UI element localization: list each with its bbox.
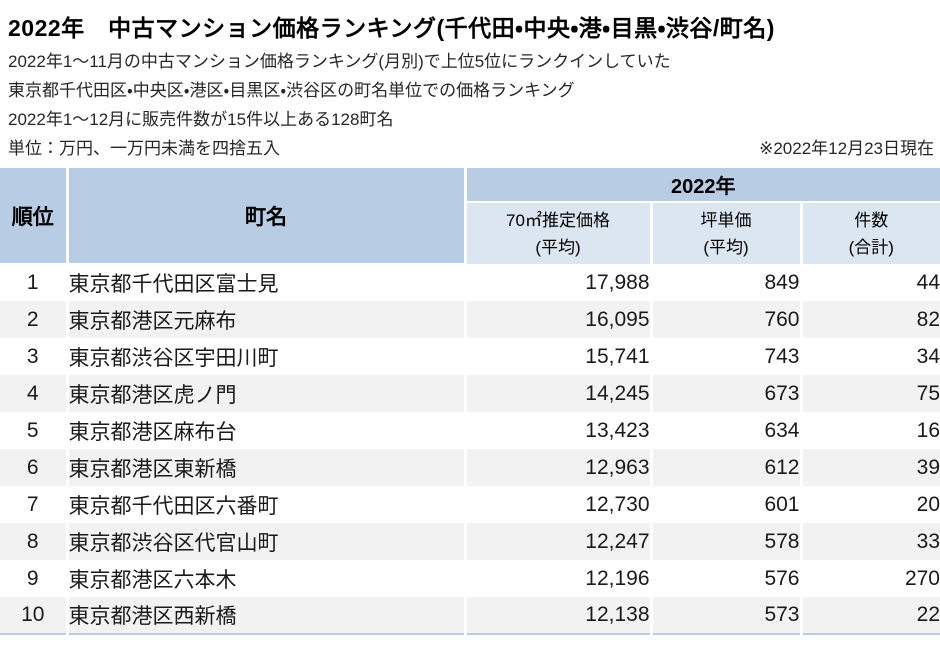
price-cell: 12,963 xyxy=(465,449,653,486)
table-row: 8 東京都渋谷区代官山町 12,247 578 33 xyxy=(0,523,940,560)
tsubo-cell: 634 xyxy=(651,412,803,449)
count-cell: 82 xyxy=(801,301,940,338)
column-header-tsubo-sub: (平均) xyxy=(703,237,749,257)
price-cell: 17,988 xyxy=(465,264,653,301)
header-row-sub: 70㎡推定価格 (平均) 坪単価 (平均) 件数 (合計) xyxy=(0,202,940,264)
town-cell: 東京都千代田区六番町 xyxy=(67,486,467,523)
town-cell: 東京都港区虎ノ門 xyxy=(67,375,467,412)
town-cell: 東京都渋谷区代官山町 xyxy=(67,523,467,560)
tsubo-cell: 573 xyxy=(651,597,803,634)
column-header-count-label: 件数 xyxy=(854,210,889,230)
price-cell: 12,138 xyxy=(465,597,653,634)
count-cell: 39 xyxy=(801,449,940,486)
rank-cell: 6 xyxy=(0,449,69,486)
column-header-rank: 順位 xyxy=(0,168,69,265)
rank-cell: 5 xyxy=(0,412,69,449)
table-body: 1 東京都千代田区富士見 17,988 849 44 2 東京都港区元麻布 16… xyxy=(0,264,940,634)
count-cell: 44 xyxy=(801,264,940,301)
description-line-1: 2022年1〜11月の中古マンション価格ランキング(月別)で上位5位にランクイン… xyxy=(8,52,671,71)
column-group-header-year: 2022年 xyxy=(465,168,940,203)
column-header-count: 件数 (合計) xyxy=(801,202,940,264)
price-cell: 14,245 xyxy=(465,375,653,412)
column-header-count-sub: (合計) xyxy=(848,237,894,257)
column-header-price-label: 70㎡推定価格 xyxy=(506,210,610,230)
count-cell: 20 xyxy=(801,486,940,523)
rank-cell: 8 xyxy=(0,523,69,560)
rank-cell: 7 xyxy=(0,486,69,523)
table-row: 7 東京都千代田区六番町 12,730 601 20 xyxy=(0,486,940,523)
tsubo-cell: 578 xyxy=(651,523,803,560)
rank-cell: 4 xyxy=(0,375,69,412)
table-row: 3 東京都渋谷区宇田川町 15,741 743 34 xyxy=(0,338,940,375)
table-row: 10 東京都港区西新橋 12,138 573 22 xyxy=(0,597,940,634)
column-header-price-sub: (平均) xyxy=(535,237,581,257)
town-cell: 東京都港区麻布台 xyxy=(67,412,467,449)
page-title: 2022年 中古マンション価格ランキング(千代田・中央・港・目黒・渋谷/町名) xyxy=(8,15,775,41)
table-row: 5 東京都港区麻布台 13,423 634 16 xyxy=(0,412,940,449)
tsubo-cell: 743 xyxy=(651,338,803,375)
count-cell: 34 xyxy=(801,338,940,375)
count-cell: 270 xyxy=(801,560,940,597)
tsubo-cell: 849 xyxy=(651,264,803,301)
tsubo-cell: 576 xyxy=(651,560,803,597)
table-header: 順位 町名 2022年 70㎡推定価格 (平均) 坪単価 (平均) 件数 (合計… xyxy=(0,168,940,265)
tsubo-cell: 612 xyxy=(651,449,803,486)
rank-cell: 10 xyxy=(0,597,69,634)
description-line-3: 2022年1〜12月に販売件数が15件以上ある128町名 xyxy=(8,110,394,129)
count-cell: 16 xyxy=(801,412,940,449)
ranking-table: 順位 町名 2022年 70㎡推定価格 (平均) 坪単価 (平均) 件数 (合計… xyxy=(0,168,940,635)
town-cell: 東京都港区西新橋 xyxy=(67,597,467,634)
column-header-tsubo-label: 坪単価 xyxy=(700,210,752,230)
table-row: 6 東京都港区東新橋 12,963 612 39 xyxy=(0,449,940,486)
table-row: 4 東京都港区虎ノ門 14,245 673 75 xyxy=(0,375,940,412)
count-cell: 75 xyxy=(801,375,940,412)
town-cell: 東京都港区東新橋 xyxy=(67,449,467,486)
count-cell: 33 xyxy=(801,523,940,560)
date-note: ※2022年12月23日現在 xyxy=(759,139,934,158)
rank-cell: 1 xyxy=(0,264,69,301)
town-cell: 東京都千代田区富士見 xyxy=(67,264,467,301)
price-cell: 12,247 xyxy=(465,523,653,560)
table-row: 9 東京都港区六本木 12,196 576 270 xyxy=(0,560,940,597)
tsubo-cell: 760 xyxy=(651,301,803,338)
table-row: 2 東京都港区元麻布 16,095 760 82 xyxy=(0,301,940,338)
column-header-town: 町名 xyxy=(67,168,467,265)
header-row-year: 順位 町名 2022年 xyxy=(0,168,940,265)
town-cell: 東京都渋谷区宇田川町 xyxy=(67,338,467,375)
price-cell: 16,095 xyxy=(465,301,653,338)
description-line-2: 東京都千代田区・中央区・港区・目黒区・渋谷区の町名単位での価格ランキング xyxy=(8,81,575,100)
rank-cell: 9 xyxy=(0,560,69,597)
count-cell: 22 xyxy=(801,597,940,634)
rank-cell: 2 xyxy=(0,301,69,338)
meta-row: 単位：万円、一万円未満を四捨五入 ※2022年12月23日現在 xyxy=(0,134,940,163)
price-cell: 12,730 xyxy=(465,486,653,523)
column-header-price: 70㎡推定価格 (平均) xyxy=(465,202,653,264)
price-cell: 15,741 xyxy=(465,338,653,375)
town-cell: 東京都港区元麻布 xyxy=(67,301,467,338)
tsubo-cell: 673 xyxy=(651,375,803,412)
tsubo-cell: 601 xyxy=(651,486,803,523)
table-row: 1 東京都千代田区富士見 17,988 849 44 xyxy=(0,264,940,301)
unit-note: 単位：万円、一万円未満を四捨五入 xyxy=(8,139,280,158)
town-cell: 東京都港区六本木 xyxy=(67,560,467,597)
rank-cell: 3 xyxy=(0,338,69,375)
price-cell: 13,423 xyxy=(465,412,653,449)
price-cell: 12,196 xyxy=(465,560,653,597)
column-header-tsubo: 坪単価 (平均) xyxy=(651,202,803,264)
